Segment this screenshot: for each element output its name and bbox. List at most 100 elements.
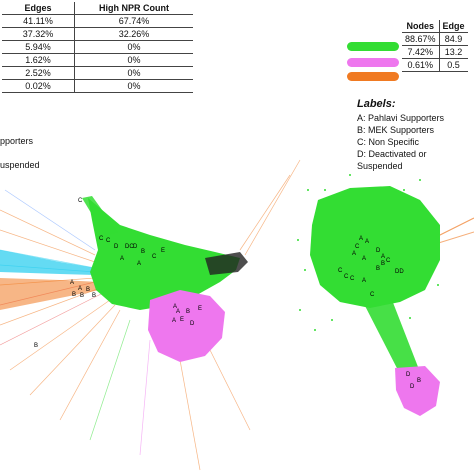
svg-text:B: B — [417, 378, 421, 384]
cell: 37.32% — [2, 27, 75, 41]
cell: 41.11% — [2, 14, 75, 28]
label-item-d: D: Deactivated or Suspended — [357, 149, 427, 171]
svg-text:A: A — [176, 309, 180, 315]
svg-text:E: E — [198, 306, 202, 312]
table-row: 88.67% 84.9 — [402, 32, 468, 46]
cell: 0% — [74, 53, 193, 67]
svg-text:B: B — [376, 266, 380, 272]
cell: 0.61% — [402, 58, 440, 72]
table-row: 37.32% 32.26% — [2, 27, 193, 41]
svg-text:B: B — [86, 287, 90, 293]
green-spike — [82, 196, 118, 236]
cell: 0.5 — [438, 58, 468, 72]
svg-text:B: B — [72, 292, 76, 298]
svg-text:E: E — [180, 317, 184, 323]
cell: 1.62% — [2, 53, 75, 67]
left-node-labels: C C C D DC D B C E A A A A B B B B A A B… — [34, 198, 202, 349]
svg-text:A: A — [362, 278, 366, 284]
cyan-cluster — [0, 250, 95, 275]
right-network-graph: A A C A A D A B C B DD C C C A C D B D — [297, 174, 474, 416]
cell: 88.67% — [402, 32, 440, 46]
svg-text:D: D — [114, 244, 119, 250]
left-legend-item: uspended — [0, 160, 40, 170]
svg-text:C: C — [355, 244, 360, 250]
cell: 5.94% — [2, 40, 75, 54]
svg-text:A: A — [173, 304, 177, 310]
svg-text:C: C — [106, 238, 111, 244]
svg-text:A: A — [137, 261, 141, 267]
svg-text:B: B — [141, 249, 145, 255]
green-cluster — [310, 186, 440, 308]
svg-text:D: D — [190, 321, 195, 327]
cell: 0% — [74, 66, 193, 80]
right-node-labels: A A C A A D A B C B DD C C C A C D B D — [338, 236, 421, 390]
svg-text:DD: DD — [395, 269, 404, 275]
svg-text:E: E — [161, 248, 165, 254]
cell: 7.42% — [402, 45, 440, 59]
svg-text:C: C — [386, 258, 391, 264]
svg-text:D: D — [406, 372, 411, 378]
green-community-swatch — [347, 42, 399, 51]
svg-text:B: B — [80, 293, 84, 299]
svg-text:DC: DC — [125, 244, 134, 250]
green-scatter — [297, 174, 439, 331]
svg-text:B: B — [34, 343, 38, 349]
cell: 0% — [74, 40, 193, 54]
nodes-header: Nodes — [406, 21, 435, 31]
left-network-graph: C C C D DC D B C E A A A A B B B B A A B… — [0, 159, 301, 471]
pink-cluster — [395, 366, 440, 416]
labels-legend: Labels: A: Pahlavi Supporters B: MEK Sup… — [357, 98, 474, 172]
cell: 84.9 — [438, 32, 468, 46]
svg-text:D: D — [410, 384, 415, 390]
labels-title: Labels: — [357, 98, 396, 110]
table-row: 0.02% 0% — [2, 79, 193, 93]
svg-text:A: A — [362, 256, 366, 262]
label-item-b: B: MEK Supporters — [357, 125, 435, 135]
dark-cluster — [205, 252, 248, 275]
table-row: 5.94% 0% — [2, 40, 193, 54]
cell: 0.02% — [2, 79, 75, 93]
pink-community-swatch — [347, 58, 399, 67]
svg-text:A: A — [120, 256, 124, 262]
svg-text:C: C — [338, 268, 343, 274]
svg-text:B: B — [186, 309, 190, 315]
green-cluster — [88, 198, 240, 310]
svg-text:C: C — [370, 292, 375, 298]
cell: 0% — [74, 79, 193, 93]
svg-text:B: B — [381, 261, 385, 267]
svg-text:A: A — [365, 239, 369, 245]
svg-text:C: C — [344, 274, 349, 280]
svg-text:A: A — [172, 318, 176, 324]
svg-text:C: C — [99, 236, 104, 242]
cell: 67.74% — [74, 14, 193, 28]
svg-text:A: A — [352, 251, 356, 257]
high-npr-header: High NPR Count — [74, 2, 193, 15]
svg-text:C: C — [350, 276, 355, 282]
edges-header: Edges — [24, 3, 52, 13]
green-tail — [362, 300, 420, 378]
svg-text:A: A — [359, 236, 363, 242]
svg-text:B: B — [92, 293, 96, 299]
right-stats-table: Nodes Edge 88.67% 84.9 7.42% 13.2 0.61% 0.5 — [402, 20, 468, 72]
svg-text:A: A — [78, 286, 82, 292]
cell: 2.52% — [2, 66, 75, 80]
left-legend-item: pporters — [0, 136, 34, 146]
svg-text:D: D — [133, 244, 138, 250]
label-item-c: C: Non Specific — [357, 137, 420, 147]
table-row: 7.42% 13.2 — [402, 45, 468, 59]
table-row: 2.52% 0% — [2, 66, 193, 80]
svg-text:A: A — [381, 254, 385, 260]
pink-cluster — [148, 290, 225, 362]
cell: 13.2 — [438, 45, 468, 59]
label-item-a: A: Pahlavi Supporters — [357, 113, 445, 123]
cell: 32.26% — [74, 27, 193, 41]
svg-text:A: A — [70, 280, 74, 286]
svg-text:D: D — [376, 248, 381, 254]
table-row: 0.61% 0.5 — [402, 58, 468, 72]
left-stats-table: Edges High NPR Count 41.11% 67.74% 37.32%… — [2, 2, 193, 93]
svg-text:C: C — [78, 198, 83, 204]
table-row: 41.11% 67.74% — [2, 14, 193, 28]
orange-cluster — [0, 278, 100, 310]
table-row: 1.62% 0% — [2, 53, 193, 67]
